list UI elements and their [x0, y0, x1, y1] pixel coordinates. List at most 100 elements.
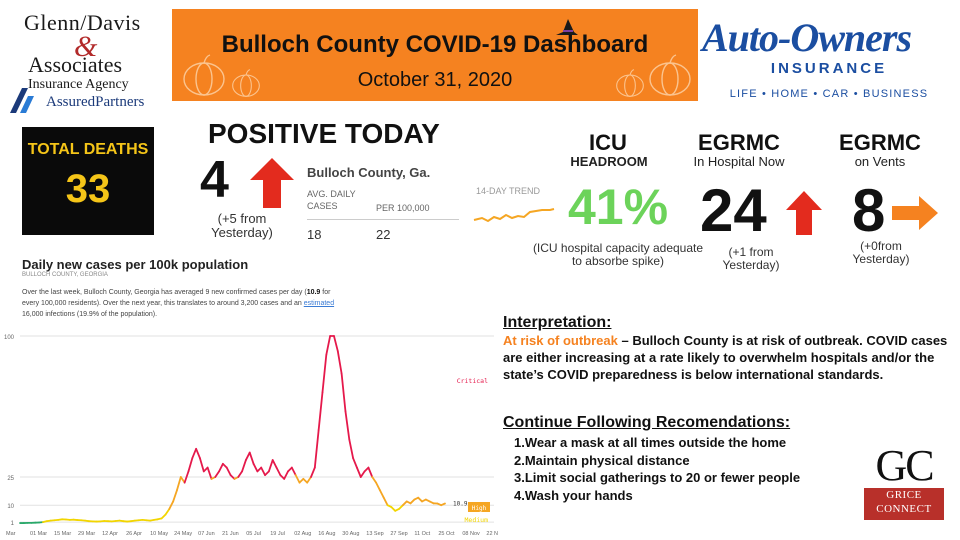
y-tick-labels: 1 10 25 100: [4, 335, 15, 527]
recommendation-item: 2.Maintain physical distance: [514, 452, 690, 468]
logo-line-2: Associates: [28, 52, 123, 77]
logo-line-1: Glenn/Davis: [24, 10, 141, 35]
assured-partners-icon: [10, 88, 34, 113]
auto-owners-insurance: INSURANCE: [770, 60, 888, 77]
x-tick-label: 26 Apr: [126, 531, 142, 537]
chart-description: Over the last week, Bulloch County, Geor…: [22, 287, 344, 321]
current-value-label: 10.9: [453, 501, 468, 508]
icu-title: ICU: [589, 130, 627, 155]
series-segment: [183, 470, 190, 484]
grice-bar: GRICE CONNECT: [864, 488, 944, 520]
series-segment: [313, 429, 320, 469]
x-tick-label: 11 Oct: [414, 531, 430, 537]
x-tick-label: 24 May: [174, 531, 192, 537]
chart-subtitle: BULLOCH COUNTY, GEORGIA: [22, 272, 108, 278]
x-tick-label: 01 Mar: [30, 531, 47, 537]
interpretation-text: – Bulloch County is at risk of outbreak.…: [503, 333, 948, 382]
series-segment: [440, 502, 446, 507]
x-tick-label: 15 Mar: [54, 531, 71, 537]
x-tick-labels: Mar 01 Mar 15 Mar 29 Mar 12 Apr 26 Apr 10 May 2…: [6, 531, 498, 537]
avg-daily-cases-value: 18: [307, 227, 322, 242]
y-tick-label: 25: [7, 476, 14, 482]
series-segment: [206, 466, 213, 480]
series-segment: [176, 476, 182, 492]
vents-title: EGRMC: [839, 130, 921, 155]
x-tick-label: 07 Jun: [198, 531, 215, 537]
hospital-title: EGRMC: [698, 130, 780, 155]
grice-line-2: CONNECT: [876, 503, 932, 516]
chart-series: 10.9: [19, 335, 468, 524]
trend-label: 14-DAY TREND: [476, 186, 541, 196]
series-segment: [336, 350, 343, 375]
x-tick-label: 27 Sep: [390, 531, 407, 537]
series-segment: [306, 476, 312, 484]
series-segment: [245, 451, 251, 461]
x-tick-label: 30 Aug: [342, 531, 359, 537]
series-segment: [333, 335, 339, 352]
y-tick-label: 1: [11, 521, 15, 527]
trend-sparkline: [473, 208, 555, 223]
desc-text: 16,000 infections (19.9% of the populati…: [22, 311, 158, 319]
series-segment: [290, 466, 297, 477]
series-segment: [321, 353, 328, 394]
series-segment: [218, 462, 224, 473]
glenn-davis-logo: Glenn/Davis & Associates Insurance Agenc…: [6, 6, 166, 116]
pumpkin-icon: [183, 54, 225, 96]
series-segment: [356, 466, 362, 478]
x-tick-label: 12 Apr: [102, 531, 118, 537]
total-deaths-label: TOTAL DEATHS: [27, 141, 149, 158]
y-tick-label: 10: [7, 504, 14, 510]
series-segment: [225, 466, 232, 477]
grice-mark: GC: [875, 441, 934, 490]
dashboard-title: Bulloch County COVID-19 Dashboard: [221, 31, 649, 58]
pumpkin-icon: [649, 54, 691, 96]
series-segment: [352, 457, 358, 469]
series-segment: [283, 470, 289, 480]
x-tick-label: 29 Mar: [78, 531, 95, 537]
y-tick-label: 100: [4, 335, 15, 341]
chart-grid: [20, 335, 494, 523]
x-tick-label: 05 Jul: [246, 531, 261, 537]
witch-hat-icon: [556, 19, 578, 35]
x-tick-label: 25 Oct: [438, 531, 455, 537]
risk-level: At risk of outbreak: [503, 333, 618, 348]
series-segment: [367, 466, 374, 478]
desc-bold-value: 10.9: [306, 289, 321, 296]
title-banner: Bulloch County COVID-19 Dashboard Octobe…: [172, 9, 698, 101]
x-tick-label: 13 Sep: [366, 531, 383, 537]
chart-title: Daily new cases per 100k population: [22, 257, 249, 272]
x-tick-label: 22 Nov: [486, 531, 498, 537]
x-tick-label: Mar: [6, 531, 16, 537]
desc-text: for every 100,000 residents). Over the n…: [22, 289, 331, 308]
positive-today-value: 4: [200, 151, 229, 209]
series-segment: [199, 457, 205, 473]
x-tick-label: 16 Aug: [318, 531, 335, 537]
interpretation-body: At risk of outbreak – Bulloch County is …: [503, 333, 955, 384]
auto-owners-tagline: LIFE • HOME • CAR • BUSINESS: [729, 88, 929, 100]
bulloch-table-title: Bulloch County, Ga.: [307, 165, 431, 180]
logo-ampersand: &: [74, 30, 98, 63]
threshold-label: Critical: [457, 377, 488, 385]
series-segment: [359, 470, 366, 478]
cases-line-chart: Critical High Medium 10.9 1 10 25 100 Mar 01 M…: [4, 335, 498, 537]
x-tick-label: 10 May: [150, 531, 168, 537]
hospital-subtitle: In Hospital Now: [693, 154, 785, 169]
positive-today-change: (+5 from Yesterday): [211, 211, 273, 241]
series-segment: [195, 447, 201, 460]
recommendations-list: 1.Wear a mask at all times outside the h…: [514, 434, 894, 505]
estimated-link[interactable]: estimated: [303, 300, 335, 308]
series-segment: [340, 372, 347, 413]
arrow-right-icon: [892, 196, 938, 230]
recommendation-item: 4.Wash your hands: [514, 488, 633, 504]
recommendation-item: 1.Wear a mask at all times outside the h…: [514, 435, 787, 450]
series-segment: [191, 447, 198, 460]
series-segment: [248, 451, 255, 465]
series-segment: [260, 466, 266, 477]
arrow-up-icon: [250, 158, 294, 208]
series-segment: [325, 335, 332, 356]
logo-line-4: AssuredPartners: [46, 94, 145, 110]
series-segment: [310, 466, 316, 478]
per-100k-value: 22: [376, 227, 391, 242]
grice-connect-logo: GC GRICE CONNECT: [862, 440, 946, 522]
auto-owners-logo: Auto-Owners INSURANCE LIFE • HOME • CAR …: [700, 14, 958, 104]
